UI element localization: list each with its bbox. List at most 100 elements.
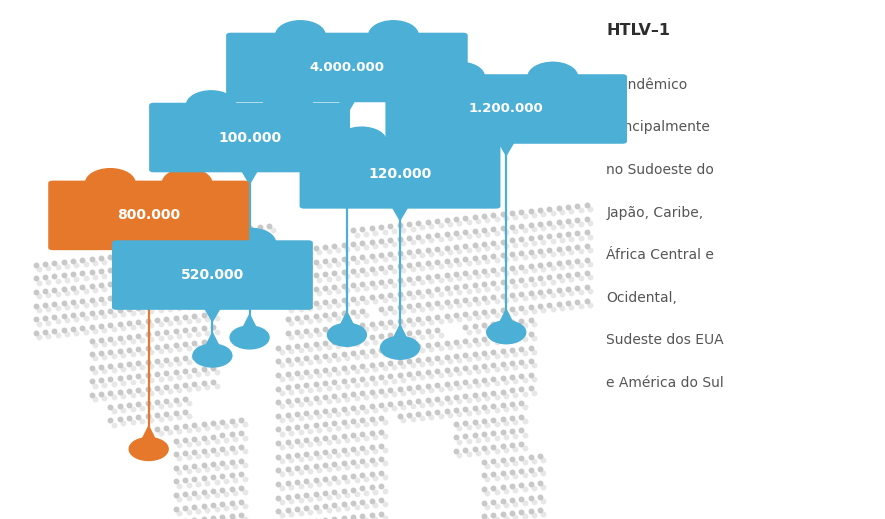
Point <box>368 283 382 291</box>
Point <box>228 503 242 511</box>
Point <box>331 424 345 432</box>
Point <box>135 281 149 289</box>
Point <box>346 322 360 330</box>
Point <box>524 248 538 256</box>
Point <box>294 305 308 313</box>
Point <box>346 349 360 357</box>
Point <box>536 251 550 260</box>
Point <box>112 306 127 315</box>
Point <box>243 278 258 286</box>
Point <box>69 288 83 296</box>
Point <box>449 256 463 264</box>
Point <box>496 251 510 260</box>
Point <box>191 452 205 460</box>
Point <box>496 278 510 286</box>
Point <box>462 395 476 404</box>
Point <box>504 332 519 340</box>
Point <box>573 302 588 310</box>
Point <box>104 416 118 425</box>
Point <box>275 361 289 370</box>
Point <box>309 517 323 519</box>
Point <box>75 296 89 305</box>
Point <box>387 295 401 303</box>
Point <box>536 469 550 477</box>
Point <box>178 435 192 444</box>
Point <box>365 497 379 506</box>
Point <box>321 425 335 433</box>
Point <box>504 468 519 476</box>
Point <box>79 301 93 309</box>
Point <box>383 400 397 408</box>
Point <box>412 383 426 391</box>
Point <box>32 292 46 301</box>
Point <box>415 278 429 286</box>
Point <box>518 212 532 221</box>
Point <box>467 418 481 426</box>
Point <box>262 263 276 271</box>
Point <box>135 390 149 399</box>
Point <box>524 507 538 515</box>
Point <box>449 229 463 237</box>
Point <box>336 336 350 345</box>
Point <box>336 500 350 508</box>
Point <box>331 491 345 500</box>
Point <box>393 262 407 270</box>
Point <box>508 268 522 276</box>
Point <box>104 334 118 343</box>
Point <box>508 377 522 385</box>
Point <box>303 277 317 285</box>
Point <box>350 421 364 430</box>
Point <box>181 440 196 448</box>
Point <box>163 401 177 409</box>
Point <box>551 299 566 308</box>
Point <box>346 444 360 453</box>
Point <box>486 497 500 506</box>
Point <box>524 262 538 270</box>
Point <box>467 363 481 372</box>
Point <box>393 317 407 325</box>
Point <box>181 249 196 257</box>
Point <box>112 265 127 274</box>
Point <box>412 369 426 377</box>
Point <box>215 254 229 263</box>
Point <box>144 375 158 384</box>
Point <box>178 299 192 307</box>
Point <box>168 436 182 445</box>
Point <box>580 296 594 305</box>
Point <box>514 413 528 421</box>
Point <box>430 272 444 280</box>
Point <box>383 318 397 326</box>
Point <box>150 411 164 419</box>
Point <box>514 508 528 516</box>
Point <box>321 370 335 378</box>
Point <box>527 388 542 397</box>
Point <box>368 228 382 237</box>
Point <box>533 288 547 296</box>
Point <box>172 250 186 258</box>
Point <box>290 246 304 254</box>
Point <box>168 354 182 363</box>
Point <box>533 493 547 501</box>
Point <box>126 336 140 345</box>
Point <box>65 311 80 320</box>
Point <box>200 329 214 337</box>
Point <box>272 466 286 474</box>
Point <box>200 342 214 350</box>
Point <box>393 371 407 379</box>
Point <box>153 265 167 274</box>
Point <box>321 343 335 351</box>
Point <box>489 311 504 319</box>
Point <box>533 465 547 473</box>
Point <box>580 215 594 223</box>
Point <box>402 275 416 283</box>
Point <box>374 482 389 490</box>
Point <box>126 377 140 386</box>
Point <box>415 387 429 395</box>
Point <box>336 391 350 399</box>
Point <box>486 266 500 274</box>
Point <box>312 466 327 474</box>
Point <box>536 278 550 286</box>
Point <box>462 341 476 349</box>
Point <box>225 458 239 466</box>
Point <box>415 237 429 245</box>
